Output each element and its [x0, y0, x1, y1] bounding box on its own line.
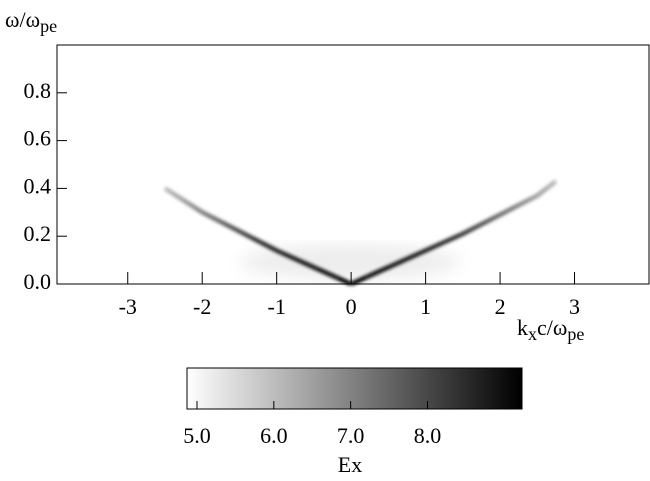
- colorbar-label: Ex: [338, 452, 362, 477]
- colorbar-tick-label: 8.0: [414, 423, 442, 448]
- y-label-sub: pe: [40, 16, 57, 36]
- colorbar-tick-label: 7.0: [337, 423, 365, 448]
- y-tick-label: 0.0: [24, 269, 52, 294]
- y-tick-label: 0.4: [24, 173, 52, 198]
- ridge: [350, 179, 558, 287]
- ridge: [163, 186, 353, 287]
- x-tick-label: -2: [193, 294, 211, 319]
- colorbar: [186, 367, 523, 410]
- y-axis-label: ω/ωpe: [5, 7, 57, 36]
- y-tick-label: 0.8: [24, 78, 52, 103]
- x-label-k: k: [517, 315, 528, 340]
- x-label-sub2: pe: [567, 324, 584, 344]
- colorbar-tick-label: 5.0: [183, 423, 211, 448]
- x-tick-label: 3: [569, 294, 580, 319]
- x-label-main: c/ω: [537, 315, 567, 340]
- x-tick-label: 0: [346, 294, 357, 319]
- x-label-sub: x: [528, 324, 537, 344]
- y-tick-label: 0.2: [24, 221, 52, 246]
- x-tick-label: -3: [119, 294, 137, 319]
- y-tick-label: 0.6: [24, 126, 52, 151]
- background-haze: [240, 244, 460, 280]
- colorbar-tick-label: 6.0: [260, 423, 288, 448]
- y-label-main: ω/ω: [5, 7, 40, 32]
- x-tick-label: 2: [495, 294, 506, 319]
- x-tick-label: -1: [268, 294, 286, 319]
- x-tick-label: 1: [420, 294, 431, 319]
- x-axis-label: kxc/ωpe: [517, 315, 584, 344]
